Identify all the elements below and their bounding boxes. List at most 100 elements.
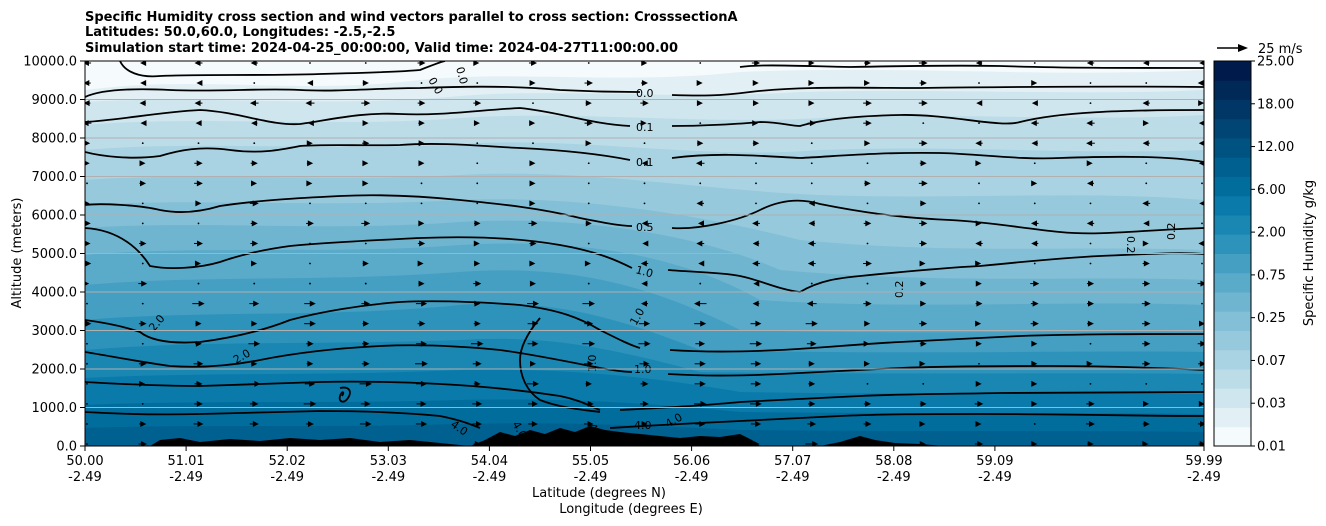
- wind-vector: [1144, 360, 1151, 367]
- wind-vector: [1198, 240, 1204, 247]
- colorbar-tick-label: 12.00: [1257, 140, 1294, 155]
- wind-vector: [1198, 160, 1204, 166]
- wind-vector: [531, 61, 538, 66]
- wind-vector: [254, 340, 261, 347]
- wind-vector: [364, 62, 367, 64]
- wind-vector: [473, 240, 480, 247]
- colorbar-segment: [1214, 215, 1251, 235]
- wind-vector: [307, 80, 314, 87]
- wind-vector: [140, 180, 147, 187]
- wind-vector: [976, 100, 983, 107]
- colorbar-segment: [1214, 80, 1251, 100]
- wind-vector: [865, 120, 872, 127]
- wind-vector: [585, 220, 592, 227]
- wind-vector: [1031, 180, 1038, 187]
- wind-vector: [975, 61, 982, 66]
- contour-line: [85, 85, 1204, 98]
- wind-vector: [309, 380, 316, 387]
- colorbar-segment: [1214, 330, 1251, 351]
- wind-vector: [85, 160, 90, 166]
- wind-vector: [530, 240, 537, 247]
- wind-vector: [254, 380, 261, 387]
- wind-vector: [699, 380, 706, 387]
- x-tick-label-longitude: -2.49: [473, 470, 507, 485]
- y-tick-label: 8000.0: [32, 132, 78, 147]
- wind-vector: [810, 420, 817, 427]
- wind-vector: [1086, 180, 1093, 187]
- wind-vector: [141, 142, 144, 145]
- wind-vector: [251, 220, 258, 227]
- wind-vector: [529, 200, 536, 207]
- x-tick-label-latitude: 57.07: [774, 454, 811, 469]
- wind-vector: [643, 202, 646, 205]
- wind-vector: [810, 282, 813, 285]
- wind-vector: [752, 220, 759, 227]
- wind-vector: [864, 180, 871, 187]
- colorbar-tick-label: 2.00: [1257, 226, 1286, 241]
- wind-vector: [476, 182, 479, 185]
- wind-vector: [419, 320, 426, 327]
- wind-vector: [421, 300, 428, 307]
- wind-vector: [920, 340, 927, 347]
- x-tick-label-latitude: 53.03: [370, 454, 407, 469]
- wind-vector: [698, 220, 705, 227]
- wind-vector: [529, 260, 536, 267]
- wind-vector: [85, 120, 89, 127]
- wind-vector: [1197, 80, 1204, 87]
- wind-vector: [529, 80, 536, 87]
- terrain: [150, 426, 760, 446]
- contour-line: [85, 107, 1204, 127]
- wind-vector: [919, 441, 926, 446]
- x-axis: 50.00-2.4951.01-2.4952.02-2.4953.03-2.49…: [66, 446, 1223, 485]
- wind-vector: [1088, 400, 1095, 407]
- colorbar-segment: [1214, 157, 1251, 177]
- contour-label: 0.2: [1124, 236, 1137, 254]
- wind-vector: [473, 120, 480, 127]
- wind-vector: [253, 142, 256, 145]
- wind-vector: [699, 62, 702, 64]
- wind-vector: [364, 220, 371, 227]
- contour-label: 0.0: [636, 87, 654, 100]
- wind-vector: [364, 441, 371, 446]
- wind-vector: [473, 61, 480, 66]
- wind-vector: [866, 242, 869, 245]
- wind-vector: [86, 182, 88, 185]
- wind-vector: [921, 140, 928, 147]
- wind-vector: [1201, 182, 1203, 185]
- wind-vector: [640, 300, 647, 307]
- y-axis: 0.0 1000.0 2000.0 3000.0 4000.0 5000.0 6000.0 7…: [23, 55, 85, 455]
- colorbar-segment: [1214, 426, 1251, 447]
- wind-vector: [476, 162, 479, 165]
- wind-vector: [978, 362, 980, 365]
- wind-vector: [420, 202, 423, 205]
- wind-vector: [694, 300, 701, 307]
- wind-vector: [418, 120, 425, 127]
- wind-vector: [978, 182, 980, 185]
- wind-vector: [420, 182, 423, 185]
- wind-vector: [1199, 441, 1204, 446]
- wind-vector: [865, 420, 872, 427]
- wind-vector: [695, 160, 702, 167]
- wind-vector: [531, 441, 538, 446]
- wind-vector: [754, 61, 761, 66]
- wind-vector: [86, 443, 88, 445]
- wind-vector: [700, 320, 707, 327]
- wind-vector: [975, 220, 982, 227]
- wind-vector: [252, 200, 259, 207]
- wind-vector: [364, 242, 367, 245]
- wind-vector: [1142, 200, 1149, 207]
- wind-vector: [752, 260, 759, 267]
- wind-vector: [1086, 360, 1093, 367]
- wind-vector: [418, 140, 425, 147]
- wind-vector: [587, 420, 594, 427]
- wind-vector: [864, 320, 871, 327]
- wind-vector: [920, 400, 927, 407]
- colorbar-tick-label: 0.03: [1257, 397, 1286, 412]
- colorbar-segment: [1214, 272, 1251, 293]
- contour-label: 1.0: [634, 363, 652, 376]
- contour-line: [338, 386, 351, 403]
- contour-label: 0.2: [1165, 223, 1178, 241]
- wind-vector: [417, 260, 424, 267]
- wind-vector: [699, 420, 706, 427]
- wind-vector: [865, 100, 872, 107]
